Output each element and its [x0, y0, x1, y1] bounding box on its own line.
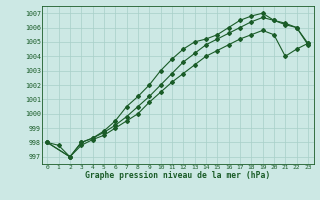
- X-axis label: Graphe pression niveau de la mer (hPa): Graphe pression niveau de la mer (hPa): [85, 171, 270, 180]
